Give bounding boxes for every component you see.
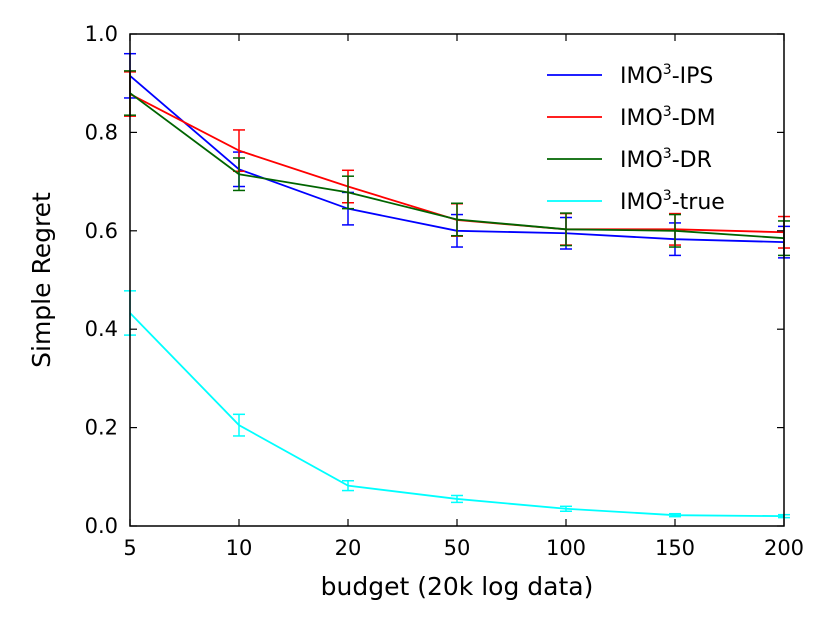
y-tick-label: 0.4: [85, 317, 118, 341]
legend-item: IMO3-IPS: [547, 62, 713, 89]
legend-item: IMO3-true: [547, 188, 725, 215]
x-tick-label: 150: [655, 536, 695, 560]
x-tick-label: 50: [444, 536, 471, 560]
series-line: [129, 312, 785, 518]
legend-label: IMO3-DR: [620, 146, 712, 173]
y-axis-title: Simple Regret: [27, 192, 56, 368]
legend-label: IMO3-DM: [620, 104, 716, 131]
x-tick-label: 20: [335, 536, 362, 560]
y-tick-label: 0.8: [85, 120, 118, 144]
series-true: [124, 290, 790, 519]
legend-label: IMO3-IPS: [620, 62, 713, 89]
legend-item: IMO3-DM: [547, 104, 716, 131]
series-line: [129, 92, 785, 240]
x-tick-label: 200: [764, 536, 804, 560]
y-tick-label: 0.6: [85, 219, 118, 243]
x-tick-label: 5: [123, 536, 136, 560]
x-tick-label: 10: [226, 536, 253, 560]
legend-item: IMO3-DR: [547, 146, 712, 173]
legend-label: IMO3-true: [620, 188, 725, 215]
x-tick-label: 100: [546, 536, 586, 560]
legend: IMO3-IPS IMO3-DM IMO3-DR IMO3-true: [547, 62, 725, 215]
y-tick-label: 0.0: [85, 514, 118, 538]
x-axis-title: budget (20k log data): [321, 572, 594, 601]
y-tick-label: 0.2: [85, 416, 118, 440]
y-tick-label: 1.0: [85, 22, 118, 46]
axes: 5 10 20 50 100 150 200 0.0 0.2 0.4 0.6 0.8 1.0: [85, 22, 804, 560]
